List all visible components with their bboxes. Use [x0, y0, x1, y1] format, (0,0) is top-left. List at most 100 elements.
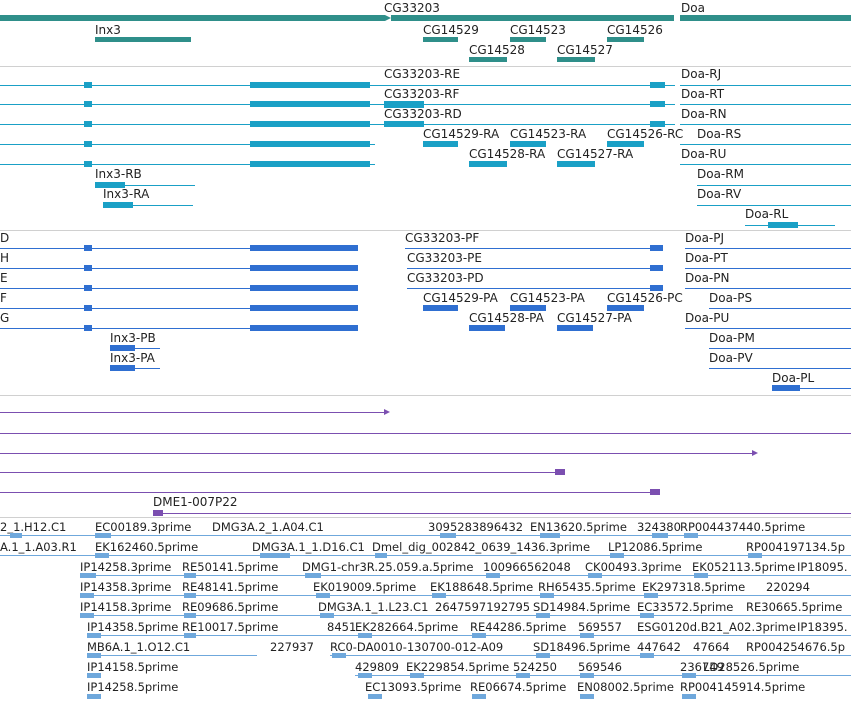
cds-block: [423, 305, 458, 311]
protein-line: [0, 288, 358, 289]
est-label: EK162460.5prime: [95, 540, 199, 554]
est-line[interactable]: [80, 575, 851, 576]
transcript-label: Doa-RJ: [681, 67, 722, 81]
est-label: CK00493.3prime: [585, 560, 682, 574]
est-block: [540, 533, 560, 538]
transcript-label: CG14526-RC: [607, 127, 684, 141]
est-label: 220294: [766, 580, 810, 594]
est-block: [694, 573, 708, 578]
cds-block: [510, 305, 546, 311]
est-label: EK229854.5prime: [406, 660, 510, 674]
est-label: 429809: [355, 660, 399, 674]
protein-line: [0, 268, 358, 269]
clone-line[interactable]: [0, 433, 851, 434]
est-label: RH65435.5prime: [538, 580, 636, 594]
protein-line: [110, 348, 160, 349]
clone-line[interactable]: [0, 453, 752, 454]
gene-cg14529-bar[interactable]: [423, 37, 458, 42]
est-line[interactable]: [330, 655, 851, 656]
est-block: [375, 553, 387, 558]
est-line[interactable]: [355, 675, 851, 676]
est-line[interactable]: [87, 635, 851, 636]
est-label: LP12086.5prime: [608, 540, 703, 554]
est-block: [95, 553, 109, 558]
est-label: 569557: [578, 620, 622, 634]
gene-cg33203-rest[interactable]: [391, 15, 674, 21]
transcript-label: Doa-RM: [697, 167, 744, 181]
transcript-label: CG14529-RA: [423, 127, 500, 141]
est-label: SD14984.5prime: [533, 600, 631, 614]
protein-label: Doa-PS: [709, 291, 753, 305]
est-line[interactable]: [87, 655, 257, 656]
protein-label: Doa-PT: [685, 251, 728, 265]
est-line[interactable]: [0, 555, 851, 556]
transcript-label: CG14523-RA: [510, 127, 587, 141]
est-block: [472, 694, 486, 699]
cds-block: [84, 265, 92, 271]
cds-block: [110, 365, 135, 371]
est-label: RE10017.5prime: [182, 620, 279, 634]
gene-label-cg33203: CG33203: [384, 1, 440, 15]
est-label: DMG3A.2_1.A04.C1: [212, 520, 324, 534]
protein-label: CG14528-PA: [469, 311, 544, 325]
est-label: RE48141.5prime: [182, 580, 279, 594]
cds-block: [84, 245, 92, 251]
gene-cg14527-bar[interactable]: [557, 57, 595, 62]
protein-label: CG33203-PD: [407, 271, 484, 285]
cds-block: [250, 265, 358, 271]
est-label: SD18496.5prime: [533, 640, 631, 654]
gene-cg14528-bar[interactable]: [469, 57, 507, 62]
est-block: [682, 673, 696, 678]
est-line[interactable]: [0, 535, 851, 536]
transcript-label: CG14528-RA: [469, 147, 546, 161]
est-line[interactable]: [80, 595, 851, 596]
est-block: [640, 653, 654, 658]
protein-label: Doa-PU: [685, 311, 730, 325]
gene-cg14526-bar[interactable]: [607, 37, 644, 42]
est-label: 524250: [513, 660, 557, 674]
transcript-label: Doa-RS: [697, 127, 742, 141]
clone-line[interactable]: [0, 472, 555, 473]
est-block: [184, 613, 196, 618]
est-block: [320, 613, 334, 618]
clone-line[interactable]: [153, 513, 851, 514]
gene-cg14523-bar[interactable]: [510, 37, 546, 42]
protein-left-label: H: [0, 251, 10, 265]
exon-block: [250, 121, 370, 127]
cds-block: [650, 245, 663, 251]
est-line[interactable]: [80, 615, 851, 616]
clone-line[interactable]: [0, 492, 650, 493]
cds-block: [469, 325, 505, 331]
transcript-line: [680, 164, 851, 165]
est-label: 3095283896432: [428, 520, 524, 534]
exon-block: [250, 141, 370, 147]
est-block: [440, 533, 456, 538]
exon-block: [510, 141, 546, 147]
gene-label-cg14528: CG14528: [469, 43, 525, 57]
est-label: 2_1.H12.C1: [0, 520, 67, 534]
exon-block: [84, 82, 92, 88]
est-label: MB6A.1_1.O12.C1: [87, 640, 191, 654]
exon-block: [250, 101, 370, 107]
protein-left-label: F: [0, 291, 7, 305]
gene-cg33203-bar[interactable]: [0, 15, 385, 21]
cds-block: [650, 285, 663, 291]
exon-block: [84, 141, 92, 147]
clone-arrow: [752, 450, 758, 456]
transcript-line: [95, 185, 195, 186]
est-label: EN13620.5prime: [530, 520, 627, 534]
est-block: [358, 673, 372, 678]
est-block: [580, 694, 594, 699]
est-block: [87, 694, 101, 699]
est-block: [80, 613, 94, 618]
gene-doa-bar[interactable]: [680, 15, 851, 21]
protein-label: CG14523-PA: [510, 291, 585, 305]
clone-line[interactable]: [0, 412, 384, 413]
est-label: EC33572.5prime: [637, 600, 734, 614]
gene-inx3-bar[interactable]: [95, 37, 191, 42]
transcript-line: [0, 164, 375, 165]
gene-label-cg14526: CG14526: [607, 23, 663, 37]
est-block: [610, 553, 624, 558]
est-label: EK188648.5prime: [430, 580, 534, 594]
est-label: RE30665.5prime: [746, 600, 843, 614]
